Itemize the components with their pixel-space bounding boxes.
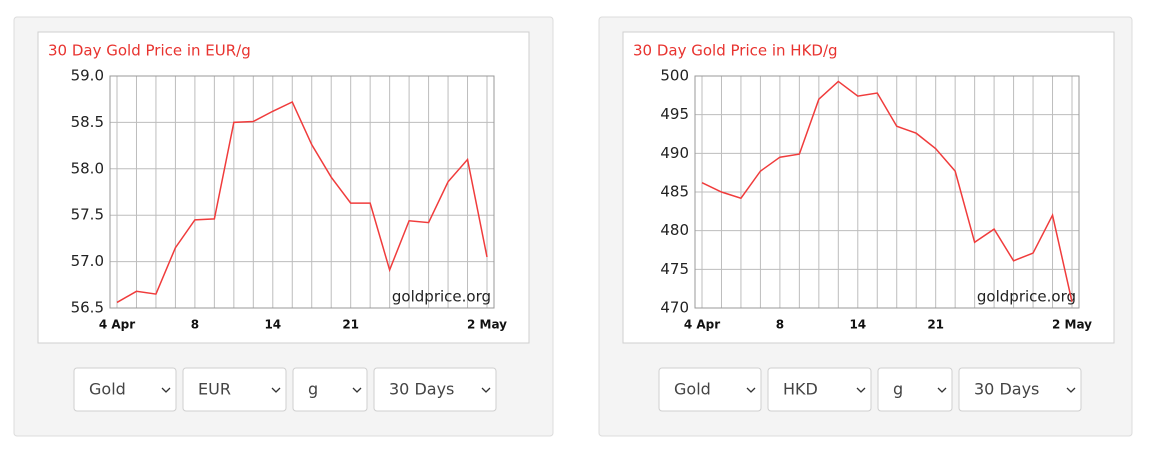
- chart-box: [622, 31, 1115, 344]
- x-tick-label: 8: [191, 318, 199, 332]
- select-box[interactable]: [877, 367, 953, 412]
- y-tick-label: 56.5: [71, 299, 104, 317]
- x-tick-label: 21: [342, 318, 359, 332]
- x-tick-label: 2 May: [467, 318, 507, 332]
- y-tick-label: 495: [660, 105, 689, 123]
- chart-box: [37, 31, 530, 344]
- y-tick-label: 485: [660, 183, 689, 201]
- y-tick-label: 58.5: [71, 113, 104, 131]
- x-tick-label: 2 May: [1052, 318, 1092, 332]
- select-chevron[interactable]: [856, 387, 866, 393]
- y-tick-label: 480: [660, 221, 689, 239]
- select-box[interactable]: [73, 367, 177, 412]
- y-tick-label: 57.0: [71, 252, 104, 270]
- select-chevron[interactable]: [746, 387, 756, 393]
- y-tick-label: 475: [660, 260, 689, 278]
- select-chevron[interactable]: [481, 387, 491, 393]
- y-tick-label: 500: [660, 67, 689, 85]
- select-box[interactable]: [767, 367, 872, 412]
- select-chevron[interactable]: [352, 387, 362, 393]
- x-tick-label: 14: [849, 318, 866, 332]
- select-chevron[interactable]: [161, 387, 171, 393]
- x-tick-label: 4 Apr: [99, 318, 135, 332]
- select-chevron[interactable]: [937, 387, 947, 393]
- select-box[interactable]: [373, 367, 497, 412]
- select-box[interactable]: [292, 367, 368, 412]
- x-tick-label: 21: [927, 318, 944, 332]
- select-value[interactable]: HKD: [783, 380, 818, 399]
- select-value[interactable]: Gold: [89, 380, 126, 399]
- select-box[interactable]: [182, 367, 287, 412]
- select-chevron[interactable]: [271, 387, 281, 393]
- select-value[interactable]: 30 Days: [389, 380, 454, 399]
- price-line: [116, 100, 488, 304]
- chart-title: 30 Day Gold Price in HKD/g: [633, 42, 838, 60]
- x-tick-label: 4 Apr: [684, 318, 720, 332]
- select-value[interactable]: EUR: [198, 380, 231, 399]
- select-box[interactable]: [958, 367, 1082, 412]
- y-tick-label: 490: [660, 144, 689, 162]
- select-value[interactable]: g: [308, 380, 318, 399]
- select-value[interactable]: g: [893, 380, 903, 399]
- y-tick-label: 470: [660, 299, 689, 317]
- select-box[interactable]: [658, 367, 762, 412]
- price-line: [701, 80, 1073, 302]
- y-tick-label: 58.0: [71, 159, 104, 177]
- x-tick-label: 14: [264, 318, 281, 332]
- select-value[interactable]: 30 Days: [974, 380, 1039, 399]
- y-tick-label: 57.5: [71, 206, 104, 224]
- y-tick-label: 59.0: [71, 67, 104, 85]
- chart-title: 30 Day Gold Price in EUR/g: [48, 42, 251, 60]
- plot-frame: [694, 75, 1080, 309]
- watermark: goldprice.org: [977, 288, 1076, 306]
- watermark: goldprice.org: [392, 288, 491, 306]
- select-value[interactable]: Gold: [674, 380, 711, 399]
- x-tick-label: 8: [776, 318, 784, 332]
- select-chevron[interactable]: [1066, 387, 1076, 393]
- plot-frame: [109, 75, 495, 309]
